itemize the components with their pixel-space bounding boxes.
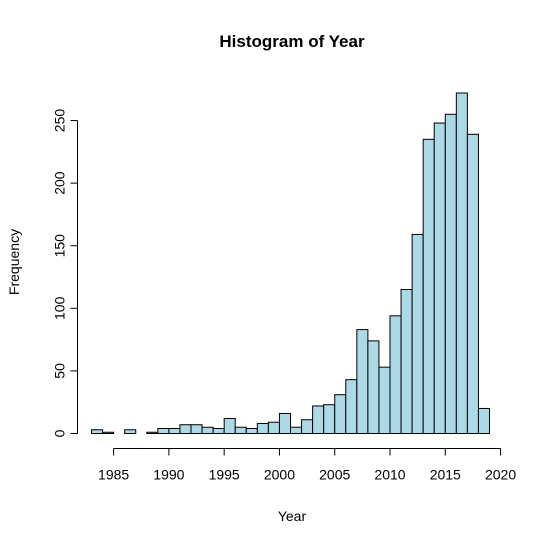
x-axis-label: Year: [278, 508, 307, 524]
y-tick-label: 0: [52, 429, 68, 437]
histogram-bar: [478, 408, 489, 433]
histogram-bar: [202, 427, 213, 433]
histogram-bar: [158, 428, 169, 433]
x-tick-label: 1995: [209, 467, 240, 483]
histogram-bar: [103, 432, 114, 433]
y-tick-label: 50: [52, 363, 68, 379]
histogram-bar: [268, 422, 279, 433]
x-tick-label: 2020: [485, 467, 516, 483]
x-tick-label: 1985: [98, 467, 129, 483]
y-axis: 0 50 100 150 200 250: [52, 109, 78, 438]
x-tick-label: 2000: [264, 467, 295, 483]
histogram-bar: [257, 423, 268, 433]
histogram-bar: [390, 316, 401, 434]
histogram-bar: [357, 330, 368, 434]
histogram-bar: [279, 413, 290, 433]
histogram-bar: [445, 114, 456, 433]
histogram-bar: [335, 395, 346, 434]
histogram-bar: [423, 139, 434, 433]
y-tick-label: 250: [52, 109, 68, 133]
x-tick-label: 1990: [153, 467, 184, 483]
histogram-bar: [302, 420, 313, 434]
histogram-bar: [147, 432, 158, 433]
histogram-bar: [92, 430, 103, 434]
x-tick-label: 2015: [430, 467, 461, 483]
y-tick-label: 150: [52, 234, 68, 258]
y-tick-label: 200: [52, 171, 68, 195]
histogram-bar: [169, 428, 180, 433]
histogram-bar: [246, 428, 257, 433]
histogram-bar: [456, 93, 467, 434]
histogram-bar: [324, 405, 335, 434]
y-axis-label: Frequency: [6, 229, 22, 295]
histogram-bar: [213, 428, 224, 433]
histogram-bar: [401, 290, 412, 434]
chart-title: Histogram of Year: [219, 32, 365, 51]
histogram-bar: [379, 367, 390, 433]
histogram-bar: [224, 418, 235, 433]
x-axis: 1985 1990 1995 2000 2005 2010 2015 2020: [98, 449, 516, 483]
histogram-bar: [191, 425, 202, 434]
histogram-bar: [412, 234, 423, 433]
histogram-bar: [467, 134, 478, 433]
histogram-bar: [346, 380, 357, 434]
histogram-bar: [368, 341, 379, 434]
histogram-bar: [180, 425, 191, 434]
histogram-bar: [125, 430, 136, 434]
x-tick-label: 2005: [319, 467, 350, 483]
histogram-bar: [291, 427, 302, 433]
histogram-bar: [313, 406, 324, 434]
bars-group: [92, 93, 490, 434]
x-tick-label: 2010: [374, 467, 405, 483]
histogram-bar: [434, 123, 445, 433]
histogram-bar: [235, 427, 246, 433]
y-tick-label: 100: [52, 296, 68, 320]
